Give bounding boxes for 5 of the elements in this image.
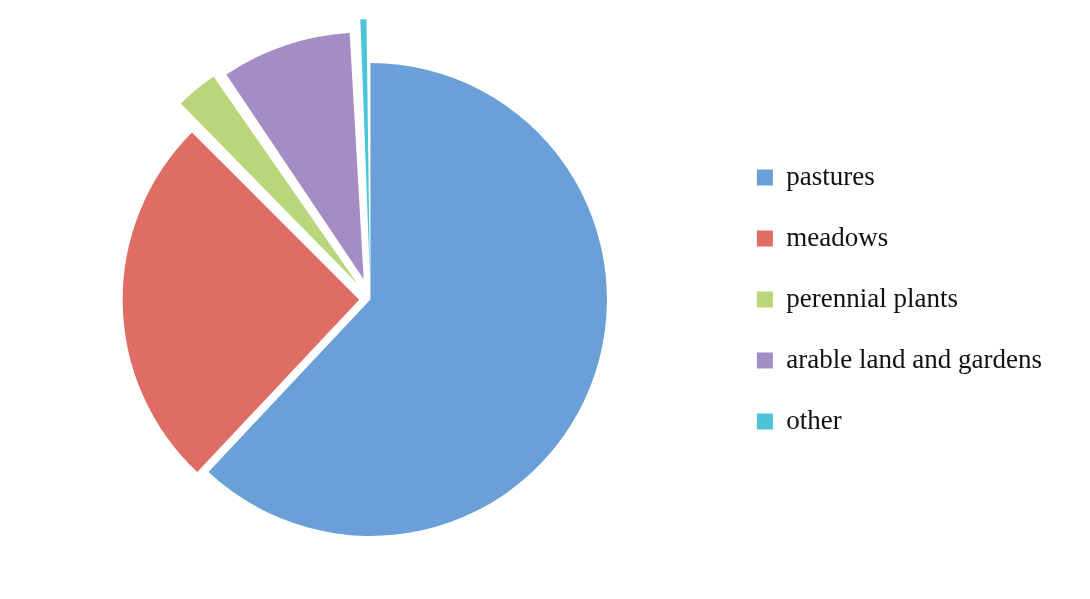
legend-label: meadows <box>786 221 889 252</box>
legend-label: pastures <box>786 160 875 191</box>
legend-label: perennial plants <box>786 282 959 313</box>
legend-label: arable land and gardens <box>786 343 1043 374</box>
legend-label: other <box>786 404 842 435</box>
